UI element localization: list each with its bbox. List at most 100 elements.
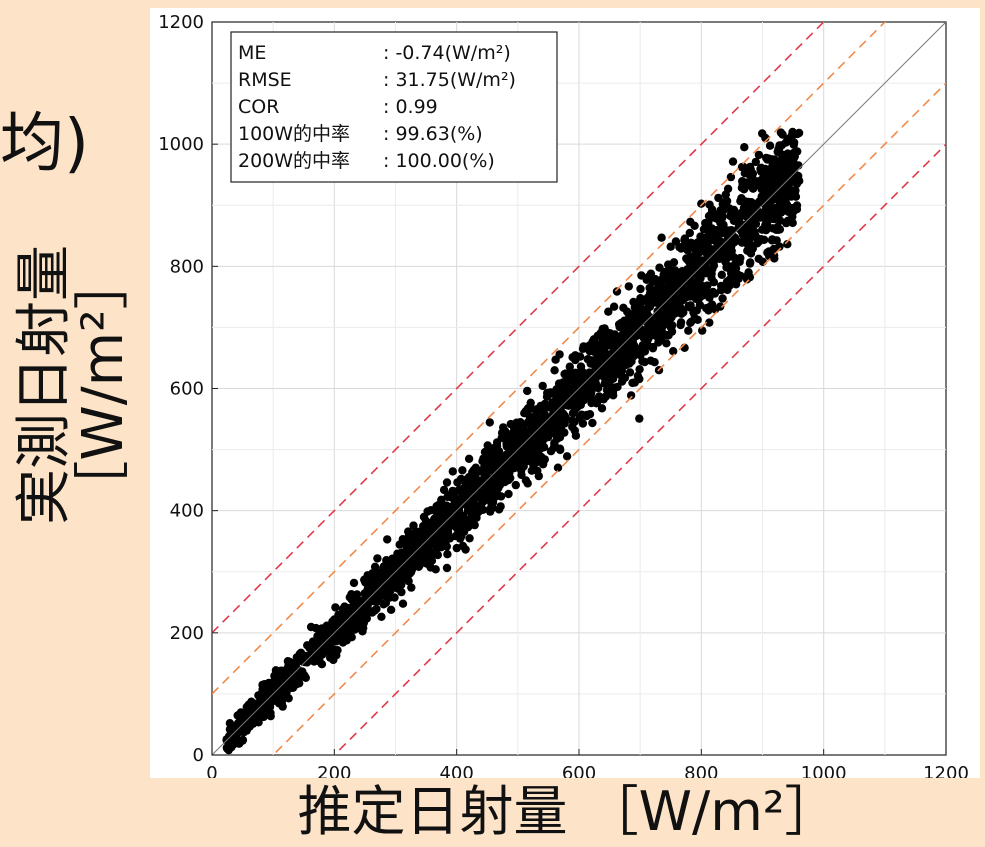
- data-point: [684, 302, 693, 311]
- scatter-chart: 0 200 400 600 800 1000 1200 0 200 400 600 800 1000 12…: [158, 12, 969, 778]
- data-point: [699, 225, 709, 234]
- data-point: [775, 242, 784, 251]
- data-point: [555, 444, 565, 453]
- data-point: [789, 207, 798, 216]
- data-point: [324, 636, 334, 645]
- data-point: [475, 467, 485, 476]
- data-point: [659, 292, 668, 302]
- data-point: [393, 561, 402, 570]
- data-point: [478, 498, 487, 507]
- data-point: [433, 535, 442, 545]
- data-point: [431, 565, 440, 574]
- data-point: [770, 254, 779, 263]
- data-point: [718, 294, 727, 303]
- data-point: [767, 197, 776, 206]
- data-point: [565, 376, 574, 385]
- data-point: [717, 229, 726, 238]
- data-point: [619, 303, 628, 312]
- data-point: [755, 197, 764, 206]
- data-point: [470, 520, 479, 530]
- data-point: [248, 719, 258, 728]
- data-point: [669, 276, 679, 285]
- data-point: [335, 629, 344, 638]
- data-point: [600, 379, 609, 388]
- data-point: [528, 459, 538, 468]
- data-point: [588, 418, 597, 428]
- data-point: [754, 254, 763, 263]
- data-point: [746, 258, 755, 267]
- data-point: [676, 320, 685, 330]
- data-point: [649, 314, 659, 323]
- data-point: [558, 378, 568, 387]
- data-points: [222, 127, 804, 755]
- data-point: [625, 359, 634, 368]
- data-point: [744, 268, 753, 277]
- data-point: [629, 325, 639, 334]
- data-point: [485, 505, 495, 514]
- data-point: [635, 365, 644, 374]
- data-point: [404, 531, 414, 541]
- data-point: [709, 278, 719, 287]
- data-point: [329, 645, 338, 654]
- data-point: [377, 612, 386, 621]
- data-point: [581, 389, 590, 398]
- data-point: [407, 583, 416, 592]
- data-point: [311, 643, 320, 653]
- data-point: [277, 699, 286, 708]
- data-point: [635, 414, 644, 423]
- data-point: [740, 143, 749, 152]
- data-point: [705, 318, 714, 327]
- data-point: [317, 650, 327, 659]
- y-axis-label-line2: ［W/m²］: [71, 253, 136, 517]
- data-point: [694, 267, 703, 277]
- data-point: [575, 352, 585, 361]
- data-point: [636, 284, 645, 294]
- data-point: [587, 398, 596, 408]
- data-point: [399, 548, 408, 557]
- data-point: [710, 289, 720, 298]
- data-point: [721, 190, 730, 199]
- data-point: [675, 242, 684, 252]
- data-point: [652, 293, 661, 303]
- data-point: [578, 419, 588, 428]
- data-point: [759, 172, 768, 181]
- x-tick-label: 0: [206, 763, 217, 778]
- data-point: [735, 210, 744, 220]
- data-point: [652, 276, 662, 286]
- data-point: [465, 534, 474, 543]
- data-point: [705, 236, 714, 246]
- data-point: [591, 363, 600, 373]
- data-point: [723, 285, 732, 295]
- data-point: [572, 401, 581, 410]
- data-point: [609, 332, 618, 341]
- data-point: [683, 265, 692, 274]
- data-point: [523, 386, 532, 396]
- stats-key: COR: [238, 96, 279, 118]
- data-point: [398, 599, 408, 608]
- data-point: [371, 576, 380, 585]
- data-point: [597, 404, 607, 413]
- data-point: [496, 492, 506, 501]
- data-point: [349, 578, 359, 588]
- data-point: [602, 385, 612, 395]
- data-point: [531, 433, 540, 442]
- y-tick-label: 1000: [158, 134, 204, 155]
- data-point: [657, 282, 667, 292]
- data-point: [397, 587, 406, 597]
- data-point: [565, 390, 574, 399]
- y-tick-label: 400: [170, 501, 204, 522]
- data-point: [546, 388, 555, 397]
- data-point: [685, 228, 694, 238]
- data-point: [707, 300, 717, 309]
- data-point: [231, 733, 240, 743]
- data-point: [716, 218, 725, 227]
- data-point: [642, 275, 651, 284]
- data-point: [321, 628, 330, 637]
- data-point: [479, 454, 488, 463]
- stats-value: : 99.63(%): [383, 123, 483, 145]
- data-point: [448, 467, 457, 476]
- data-point: [273, 679, 283, 688]
- data-point: [464, 454, 474, 463]
- data-point: [332, 637, 341, 646]
- data-point: [726, 172, 736, 182]
